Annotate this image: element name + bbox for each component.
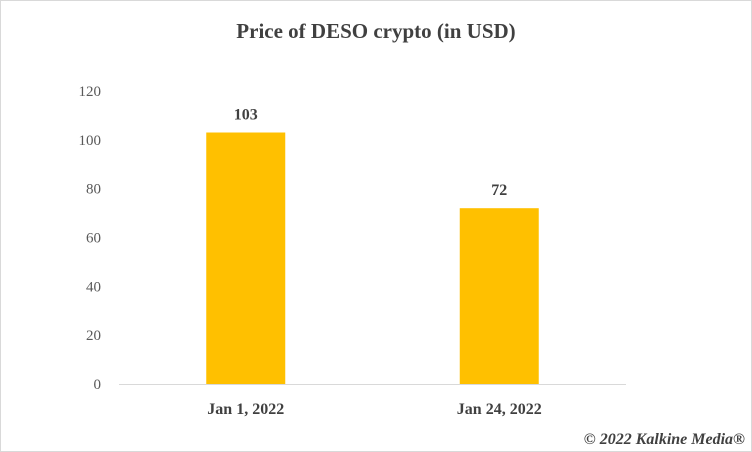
y-tick-label: 40 (86, 279, 101, 295)
chart-title: Price of DESO crypto (in USD) (236, 19, 515, 43)
y-tick-label: 80 (86, 182, 101, 198)
x-axis-labels: Jan 1, 2022 Jan 24, 2022 (207, 401, 541, 418)
data-label: 72 (491, 182, 507, 199)
bars-group (206, 132, 539, 384)
data-label: 103 (234, 107, 258, 124)
bar (459, 208, 539, 384)
data-labels-group: 103 72 (234, 107, 508, 200)
y-tick-label: 60 (86, 231, 101, 247)
copyright-watermark: © 2022 Kalkine Media® (584, 431, 745, 448)
y-tick-label: 20 (86, 328, 101, 344)
x-tick-label: Jan 24, 2022 (457, 401, 542, 418)
y-tick-label: 120 (79, 84, 102, 100)
x-tick-label: Jan 1, 2022 (207, 401, 284, 418)
y-tick-label: 0 (94, 377, 102, 393)
y-axis-ticks: 0 20 40 60 80 100 120 (79, 84, 102, 393)
y-tick-label: 100 (79, 133, 102, 149)
bar (206, 132, 286, 384)
